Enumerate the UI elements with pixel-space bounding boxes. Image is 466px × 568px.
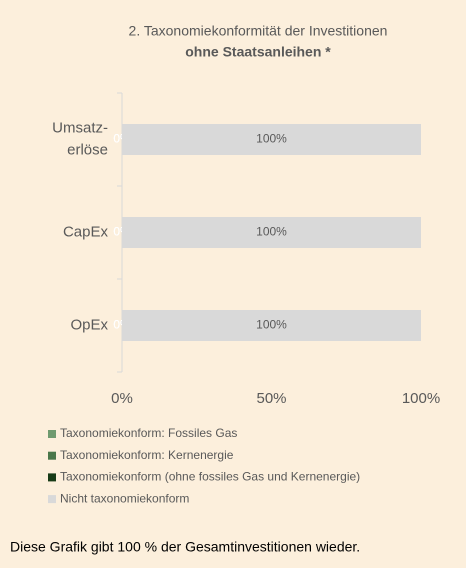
- bar-segment: [122, 217, 421, 248]
- y-tick-label: CapEx: [63, 223, 109, 240]
- bar-segment: [122, 310, 421, 341]
- data-label: 100%: [256, 132, 287, 146]
- legend-label: Taxonomiekonform: Fossiles Gas: [60, 426, 237, 440]
- data-label: 100%: [256, 225, 287, 239]
- legend-swatch: [48, 473, 56, 482]
- chart-subtitle: ohne Staatsanleihen *: [185, 44, 331, 60]
- legend-swatch: [48, 430, 56, 438]
- y-tick-label: OpEx: [70, 316, 108, 333]
- x-tick-label: 0%: [111, 390, 133, 407]
- legend-label: Taxonomiekonform: Kernenergie: [60, 448, 234, 462]
- chart-title: 2. Taxonomiekonformität der Investitione…: [129, 23, 388, 39]
- legend-label: Taxonomiekonform (ohne fossiles Gas und …: [60, 470, 360, 484]
- legend-swatch: [48, 451, 56, 460]
- legend-swatch: [48, 495, 56, 504]
- data-label: 100%: [256, 318, 287, 332]
- x-tick-label: 50%: [256, 390, 286, 407]
- y-tick-label: Umsatz-erlöse: [52, 119, 108, 158]
- legend-label: Nicht taxonomiekonform: [60, 491, 189, 505]
- footnote: Diese Grafik gibt 100 % der Gesamtinvest…: [10, 539, 360, 555]
- bar-segment: [122, 124, 421, 155]
- x-tick-label: 100%: [402, 390, 440, 407]
